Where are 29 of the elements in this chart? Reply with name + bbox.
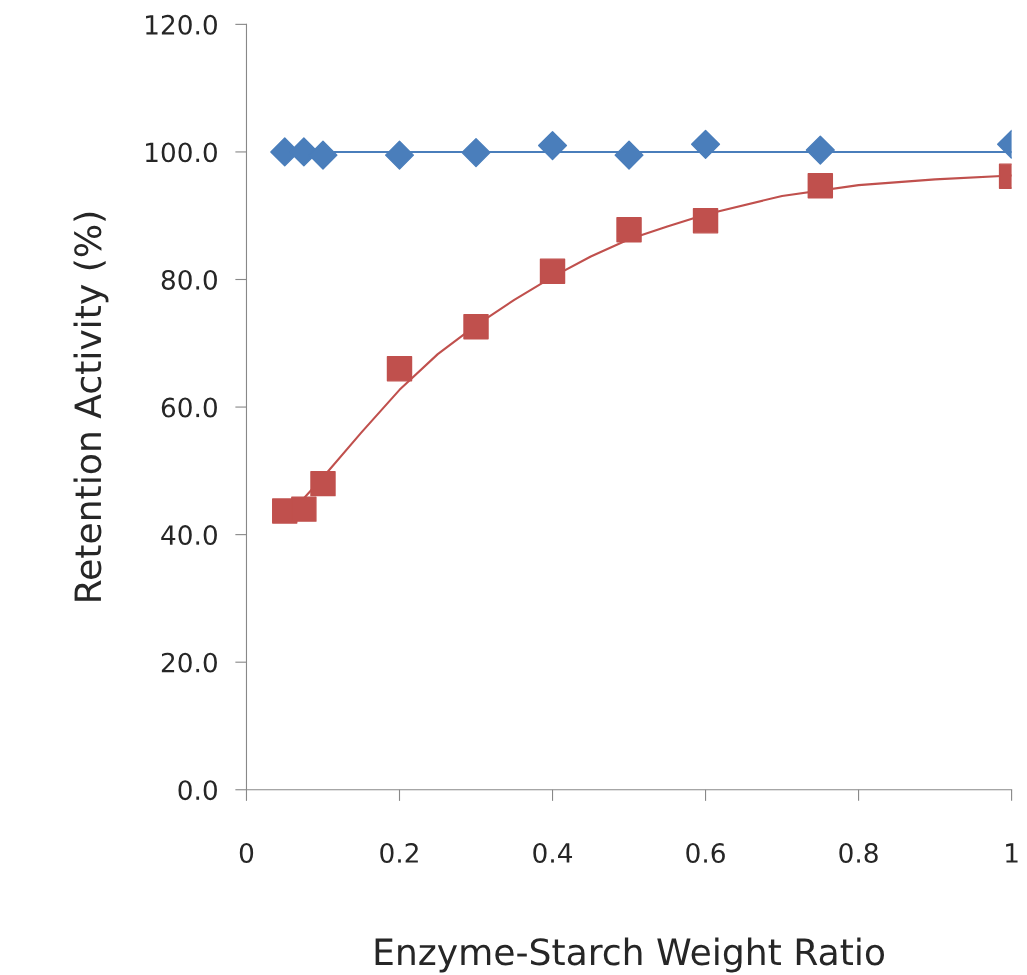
y-tick-label: 60.0 [161,397,217,418]
y-tick-label: 120.0 [146,14,217,35]
y-tick-label: 40.0 [161,525,217,546]
point [614,140,644,170]
x-tick-label: 0.4 [533,842,573,863]
point [539,258,566,284]
y-tick-label: 20.0 [161,652,217,673]
point [537,130,568,161]
point [692,208,719,234]
point [310,470,336,497]
point [807,173,834,199]
x-tick-label: 0.8 [839,842,878,863]
point [291,496,317,522]
point [805,135,835,165]
y-tick-label: 80.0 [161,269,217,290]
point [690,129,721,159]
point [384,140,415,170]
point [386,356,413,382]
y-axis-title: Retention Activity (%) [73,212,109,601]
point [461,137,491,168]
point [616,217,642,243]
point [463,313,489,340]
x-tick-label: 0 [239,842,254,863]
x-axis-title: Enzyme-Starch Weight Ratio [375,937,885,973]
y-tick-label: 0.0 [178,780,217,801]
x-tick-label: 1 [1006,843,1018,863]
x-tick-label: 0.6 [686,842,725,863]
y-tick-label: 100.0 [146,142,217,163]
x-tick-label: 0.2 [380,842,418,863]
